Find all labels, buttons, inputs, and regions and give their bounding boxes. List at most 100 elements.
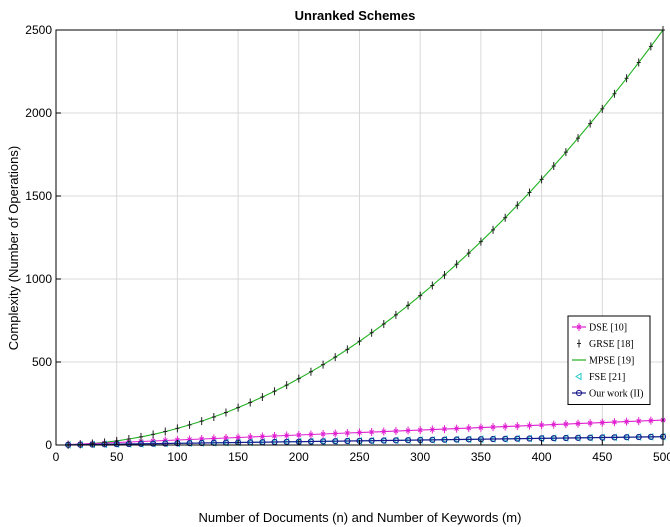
- data-point: [502, 435, 509, 442]
- data-point: [369, 328, 374, 337]
- data-point: [235, 433, 242, 442]
- data-point: [430, 281, 435, 290]
- data-point: [222, 434, 229, 443]
- data-point: [260, 393, 265, 402]
- data-point: [210, 434, 217, 443]
- data-point: [478, 237, 483, 246]
- data-point: [563, 148, 568, 157]
- data-point: [550, 420, 557, 429]
- series-mpse-19: [68, 29, 664, 446]
- x-tick-label: 300: [410, 450, 430, 464]
- legend-marker: [577, 339, 581, 348]
- data-point: [611, 418, 618, 427]
- data-point: [186, 440, 193, 447]
- data-point: [502, 422, 509, 431]
- data-point: [624, 74, 629, 83]
- legend-item: FSE [21]: [575, 372, 625, 383]
- data-point: [150, 440, 157, 447]
- data-point: [612, 89, 617, 98]
- data-point: [138, 432, 143, 441]
- data-point: [599, 418, 606, 427]
- x-tick-label: 500: [653, 450, 670, 464]
- data-point: [198, 439, 205, 447]
- axis-ticks: 0 50 100 150 200 250 300 350 400 450 500 0 500 1000 15…: [25, 23, 670, 464]
- y-axis-title: Complexity (Number of Operations): [6, 146, 21, 350]
- data-point: [647, 416, 654, 425]
- data-point: [368, 428, 375, 437]
- data-point: [417, 426, 424, 435]
- legend-marker: [575, 372, 582, 381]
- data-point: [404, 437, 412, 444]
- data-point: [223, 408, 228, 417]
- x-axis-title: Number of Documents (n) and Number of Ke…: [199, 510, 522, 525]
- data-point: [588, 119, 593, 128]
- data-point: [319, 438, 327, 445]
- data-point: [199, 417, 204, 426]
- data-point: [503, 213, 508, 222]
- data-point: [514, 422, 521, 431]
- data-point: [429, 425, 436, 434]
- data-point: [466, 249, 471, 258]
- data-point: [357, 337, 362, 346]
- chart-title: Unranked Schemes: [295, 8, 416, 23]
- data-point: [333, 353, 338, 362]
- data-point: [551, 161, 556, 170]
- data-point: [380, 427, 387, 436]
- data-point: [271, 432, 278, 441]
- data-point: [441, 436, 448, 443]
- data-point: [477, 423, 484, 432]
- legend-item: GRSE [18]: [577, 339, 634, 350]
- data-point: [295, 431, 302, 440]
- data-point: [576, 134, 581, 143]
- data-point: [186, 435, 193, 444]
- data-point: [491, 225, 496, 234]
- data-point: [380, 437, 387, 444]
- data-point: [393, 310, 398, 319]
- series-grse-18: [66, 26, 665, 449]
- data-point: [392, 427, 399, 436]
- legend-item: DSE [10]: [572, 323, 627, 334]
- data-point: [514, 435, 521, 442]
- data-point: [187, 420, 192, 429]
- legend-item: Our work (II): [572, 389, 643, 400]
- data-point: [307, 430, 314, 439]
- data-point: [635, 417, 642, 426]
- data-point: [623, 434, 630, 441]
- data-point: [320, 430, 327, 439]
- data-point: [283, 431, 290, 440]
- data-point: [392, 437, 400, 444]
- data-point: [465, 436, 472, 443]
- data-point: [489, 435, 497, 443]
- data-point: [562, 434, 569, 442]
- data-point: [406, 301, 411, 310]
- x-tick-label: 50: [110, 450, 124, 464]
- data-point: [623, 417, 630, 426]
- series-line: [68, 29, 664, 446]
- data-point: [538, 421, 545, 430]
- legend-item: MPSE [19]: [572, 356, 634, 367]
- y-tick-label: 0: [45, 438, 52, 452]
- data-point: [526, 421, 533, 430]
- data-point: [418, 291, 423, 300]
- x-tick-label: 250: [349, 450, 369, 464]
- data-point: [248, 398, 253, 407]
- data-point: [247, 433, 254, 442]
- x-tick-label: 0: [53, 450, 60, 464]
- data-point: [137, 440, 145, 447]
- data-point: [368, 437, 375, 444]
- grid-lines: [56, 30, 663, 445]
- data-point: [587, 419, 594, 428]
- data-point: [356, 428, 363, 437]
- legend-label: GRSE [18]: [589, 339, 634, 350]
- data-point: [574, 434, 582, 441]
- data-point: [600, 104, 605, 113]
- data-point: [515, 201, 520, 210]
- data-point: [454, 260, 459, 269]
- data-point: [321, 360, 326, 369]
- legend: DSE [10] GRSE [18] MPSE [19] FSE [21] Our wo…: [567, 315, 651, 405]
- data-point: [78, 440, 83, 449]
- data-point: [163, 427, 168, 436]
- y-tick-label: 2000: [25, 106, 52, 120]
- y-tick-label: 1000: [25, 272, 52, 286]
